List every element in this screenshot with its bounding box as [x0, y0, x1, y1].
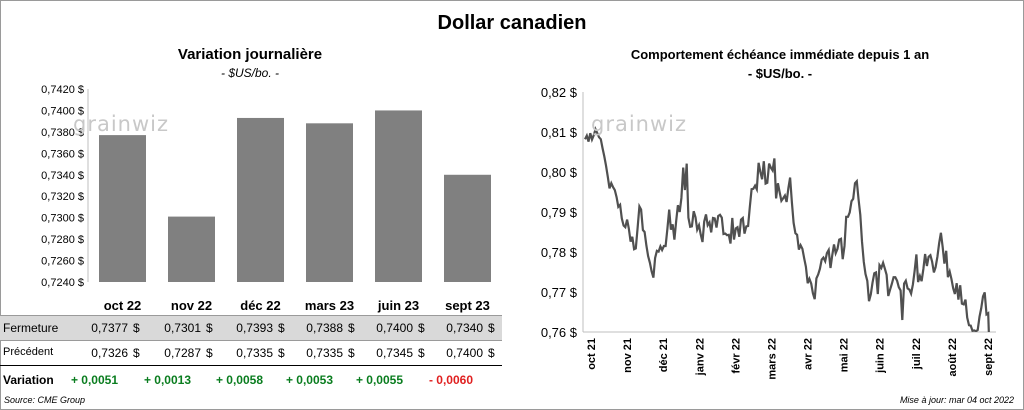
y-tick-label: 0,78 $	[541, 245, 578, 260]
previous-value: 0,7400	[446, 346, 483, 360]
currency-symbol: $	[206, 321, 213, 335]
previous-value: 0,7335	[306, 346, 343, 360]
right-chart-subtitle: - $US/bo. -	[747, 66, 813, 81]
currency-symbol: $	[206, 346, 213, 360]
close-label: Fermeture	[3, 321, 59, 335]
previous-value: 0,7335	[236, 346, 273, 360]
update-note: Mise à jour: mar 04 oct 2022	[899, 395, 1014, 405]
y-tick-label: 0,7260 $	[41, 256, 84, 268]
currency-symbol: $	[348, 321, 355, 335]
right-watermark-logo: grainwiz	[591, 112, 688, 136]
previous-value: 0,7287	[164, 346, 201, 360]
variation-value: + 0,0051	[70, 373, 118, 387]
y-tick-label: 0,7340 $	[41, 170, 84, 182]
y-tick-label: 0,7300 $	[41, 213, 84, 225]
x-tick-label: juil 22	[911, 338, 923, 370]
y-tick-label: 0,81 $	[541, 125, 578, 140]
currency-symbol: $	[418, 346, 425, 360]
page-title: Dollar canadien	[437, 12, 587, 34]
close-value: 0,7377	[91, 321, 128, 335]
line-chart: 0,76 $ 0,77 $ 0,78 $ 0,79 $ 0,80 $ 0,81 $ 0,82…	[541, 85, 996, 380]
x-tick-label: oct 22	[104, 298, 142, 313]
close-value: 0,7340	[446, 321, 483, 335]
y-tick-label: 0,7400 $	[41, 105, 84, 117]
currency-symbol: $	[278, 321, 285, 335]
variation-value: + 0,0013	[143, 373, 191, 387]
x-tick-label: oct 21	[586, 338, 598, 370]
x-tick-label: mai 22	[839, 338, 851, 372]
close-row: Fermeture 0,7377 $ 0,7301 $ 0,7393 $ 0,7388…	[0, 315, 502, 341]
y-tick-label: 0,77 $	[541, 285, 578, 300]
bar	[237, 117, 284, 282]
x-tick-label: févr 22	[730, 338, 742, 373]
x-tick-label: avr 22	[803, 338, 815, 370]
y-tick-label: 0,82 $	[541, 85, 578, 100]
x-tick-label: nov 22	[171, 298, 212, 313]
price-series-line	[584, 125, 990, 332]
x-tick-label: mars 22	[766, 338, 778, 380]
currency-symbol: $	[348, 346, 355, 360]
x-tick-label: juin 22	[875, 338, 887, 374]
previous-value: 0,7326	[91, 346, 128, 360]
previous-value: 0,7345	[376, 346, 413, 360]
y-tick-label: 0,7280 $	[41, 234, 84, 246]
previous-row: Précédent 0,7326 $ 0,7287 $ 0,7335 $ 0,7335…	[0, 341, 502, 366]
y-tick-label: 0,76 $	[541, 325, 578, 340]
bar-chart: 0,7240 $ 0,7260 $ 0,7280 $ 0,7300 $ 0,7320 $…	[41, 84, 491, 313]
bar	[375, 110, 422, 282]
x-tick-label: nov 21	[622, 338, 634, 373]
y-tick-label: 0,7240 $	[41, 277, 84, 289]
currency-symbol: $	[488, 346, 495, 360]
variation-label: Variation	[3, 373, 54, 387]
x-tick-label: juin 23	[377, 298, 419, 313]
close-value: 0,7393	[236, 321, 273, 335]
currency-symbol: $	[418, 321, 425, 335]
left-chart-subtitle: - $US/bo. -	[220, 66, 280, 80]
x-tick-label: déc 21	[658, 338, 670, 372]
bar	[306, 123, 353, 282]
y-tick-label: 0,7380 $	[41, 127, 84, 139]
currency-symbol: $	[133, 346, 140, 360]
x-tick-label: déc 22	[240, 298, 280, 313]
currency-symbol: $	[278, 346, 285, 360]
variation-value: + 0,0058	[215, 373, 263, 387]
variation-value: - 0,0060	[428, 373, 473, 387]
x-tick-label: août 22	[947, 338, 959, 377]
bar	[168, 216, 215, 282]
variation-row: Variation + 0,0051 + 0,0013 + 0,0058 + 0…	[0, 368, 502, 392]
y-tick-label: 0,7360 $	[41, 148, 84, 160]
currency-symbol: $	[488, 321, 495, 335]
y-tick-label: 0,7320 $	[41, 191, 84, 203]
y-tick-label: 0,80 $	[541, 165, 578, 180]
x-tick-label: mars 23	[305, 298, 354, 313]
close-value: 0,7301	[164, 321, 201, 335]
x-tick-label: sept 23	[445, 298, 490, 313]
close-value: 0,7400	[376, 321, 413, 335]
y-tick-label: 0,79 $	[541, 205, 578, 220]
y-tick-label: 0,7420 $	[41, 84, 84, 96]
close-value: 0,7388	[306, 321, 343, 335]
x-tick-label: janv 22	[694, 338, 706, 376]
source-note: Source: CME Group	[4, 395, 86, 405]
variation-value: + 0,0055	[355, 373, 403, 387]
currency-symbol: $	[133, 321, 140, 335]
left-chart-title: Variation journalière	[177, 46, 323, 63]
x-tick-label: sept 22	[983, 338, 995, 376]
bar	[444, 174, 491, 282]
previous-label: Précédent	[3, 346, 54, 358]
left-watermark-logo: grainwiz	[73, 112, 170, 136]
variation-value: + 0,0053	[285, 373, 333, 387]
bar	[99, 135, 146, 282]
right-chart-title: Comportement échéance immédiate depuis 1…	[630, 47, 930, 62]
